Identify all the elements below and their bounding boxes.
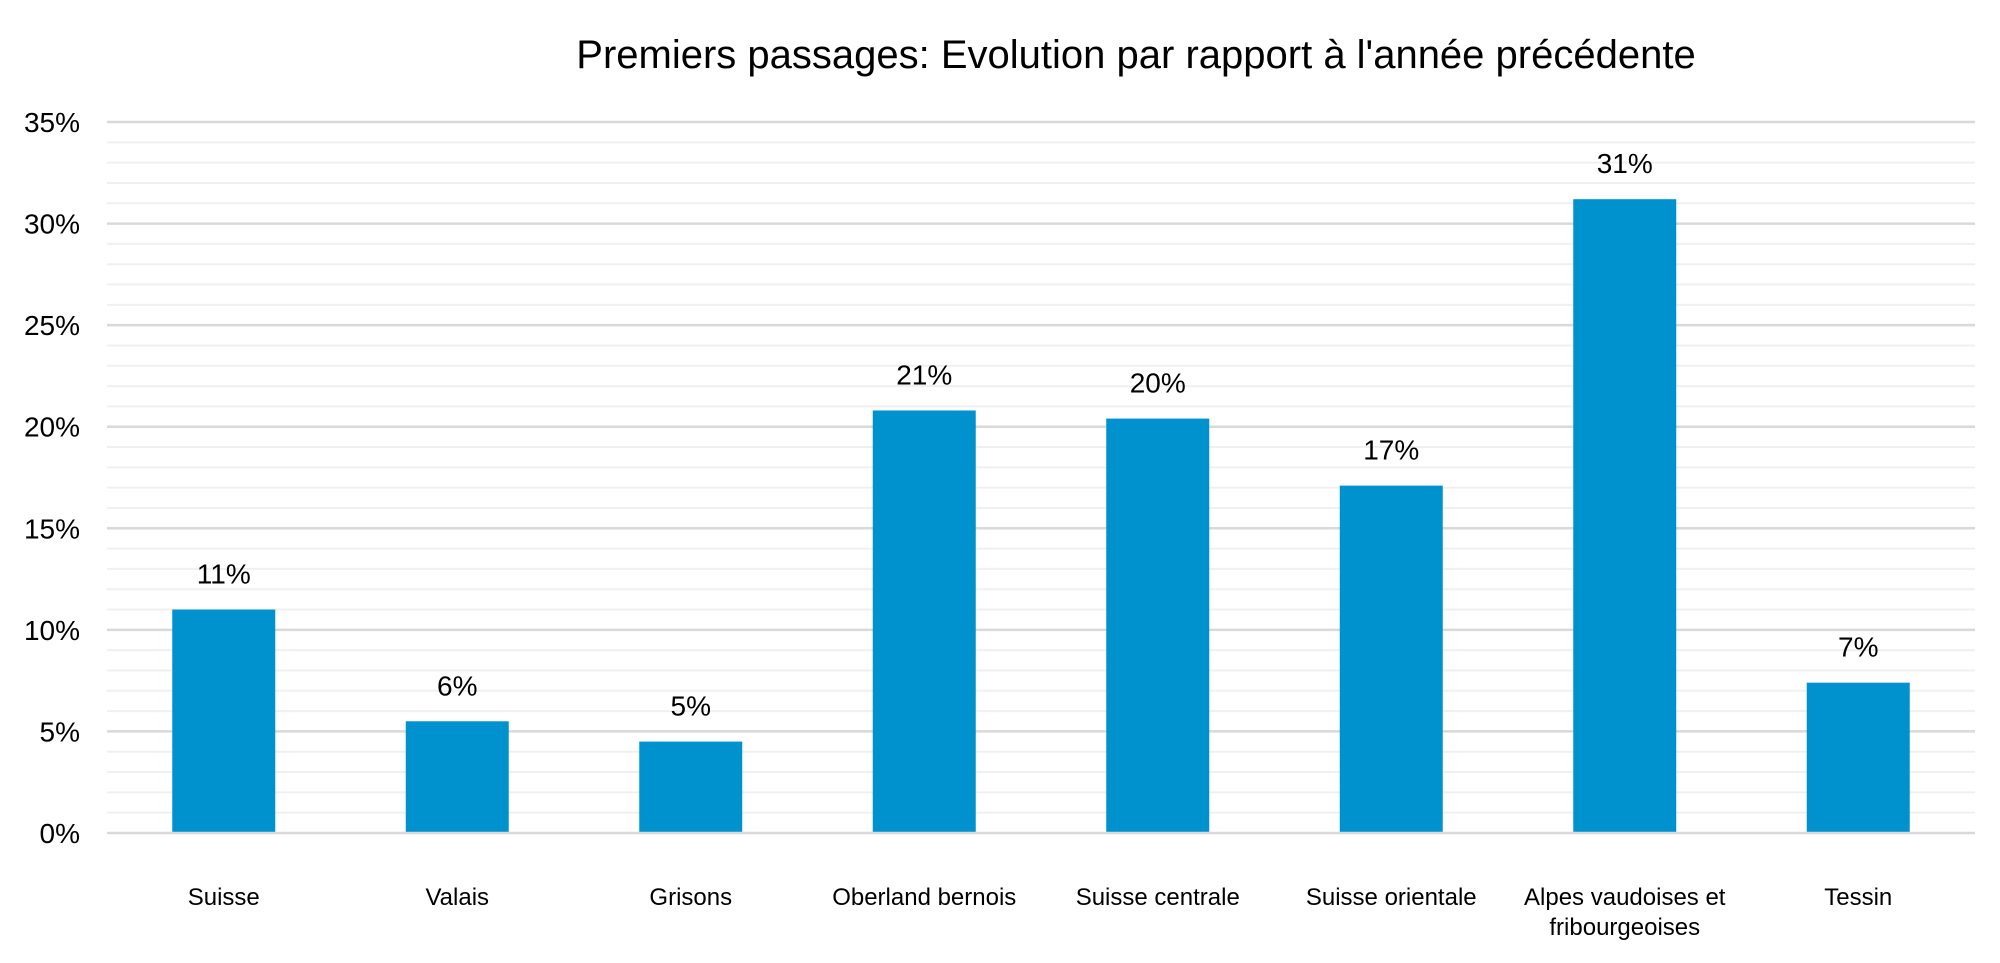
bar [1106,418,1210,833]
y-tick-label: 10% [24,615,80,646]
bar [1573,199,1677,834]
chart-title: Premiers passages: Evolution par rapport… [576,33,1695,77]
x-tick-label: Oberland bernois [832,884,1016,911]
x-tick-label: Valais [425,884,489,911]
bar [639,741,743,833]
bar [405,721,509,833]
y-tick-label: 30% [24,209,80,240]
data-label: 31% [1597,148,1653,179]
y-tick-label: 35% [24,107,80,138]
x-tick-label: fribourgeoises [1549,914,1700,941]
x-tick-label: Suisse centrale [1076,884,1240,911]
bar [1339,485,1443,833]
bar [1806,682,1910,833]
data-label: 20% [1130,368,1186,399]
data-labels: 11% 6% 5% 21% 20% 17% 31% 7% [197,148,1879,721]
y-tick-label: 15% [24,513,80,544]
x-axis-tick-labels: Suisse Valais Grisons Oberland bernois Suiss… [188,884,1893,941]
data-label: 17% [1363,435,1419,466]
data-label: 6% [437,670,477,701]
y-tick-label: 0% [40,818,80,849]
y-tick-label: 5% [40,716,80,747]
x-tick-label: Suisse orientale [1306,884,1477,911]
data-label: 7% [1838,632,1878,663]
bar [872,410,976,833]
y-tick-label: 20% [24,412,80,443]
x-tick-label: Alpes vaudoises et [1524,884,1726,911]
y-axis-tick-labels: 0% 5% 10% 15% 20% 25% 30% 35% [24,107,80,849]
y-tick-label: 25% [24,310,80,341]
bar [172,609,276,833]
major-gridlines [107,120,1975,733]
data-label: 21% [896,359,952,390]
x-tick-label: Grisons [649,884,732,911]
data-label: 5% [671,691,711,722]
data-label: 11% [197,559,251,590]
minor-gridlines [107,141,1975,814]
x-tick-label: Suisse [188,884,260,911]
bars [172,199,1910,834]
x-tick-label: Tessin [1824,884,1892,911]
